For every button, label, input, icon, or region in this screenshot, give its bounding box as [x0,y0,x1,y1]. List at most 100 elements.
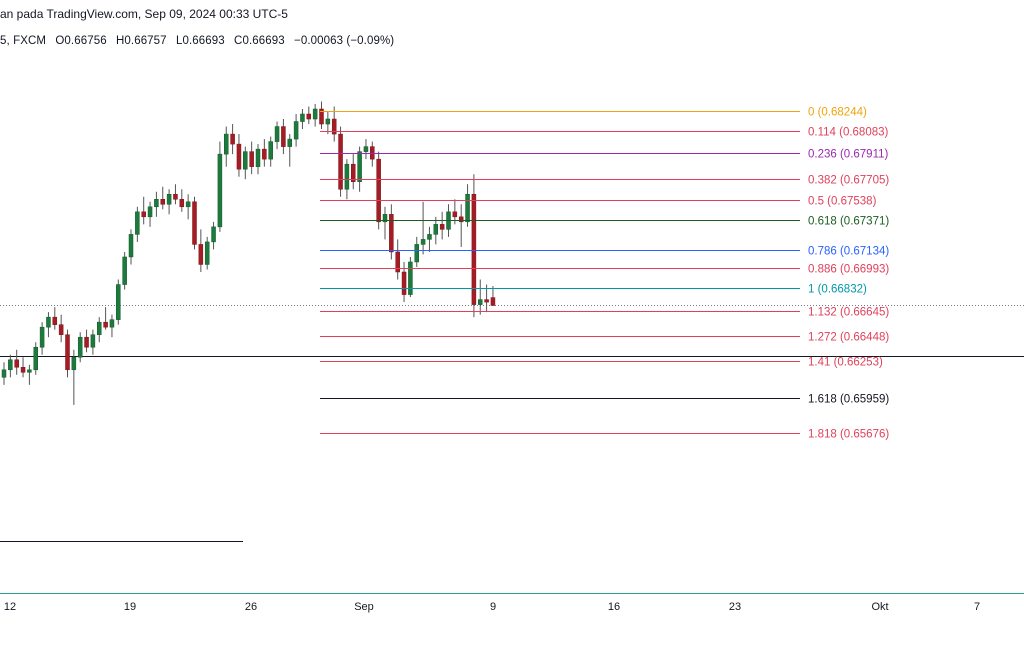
candle [458,204,464,247]
candle [484,284,489,313]
fib-level-0-886: 0.886 (0.66993) [320,264,889,276]
candle [135,206,140,242]
horizontal-lines-layer [0,305,1024,542]
candle [287,134,292,167]
fib-level-0: 0 (0.68244) [320,107,867,119]
fib-label: 0.886 (0.66993) [808,264,889,276]
candle [116,279,121,325]
candle [465,184,470,227]
candle [14,349,19,375]
candle [154,191,159,217]
fib-level-1-132: 1.132 (0.66645) [320,307,889,319]
change-value: −0.00063 (−0.09%) [294,35,395,47]
candle [166,189,172,215]
x-tick-label: 9 [490,601,496,613]
candle [401,261,407,303]
candle [20,357,26,378]
candle [249,141,254,175]
x-tick-label: 7 [974,601,980,613]
fib-label: 1.272 (0.66448) [808,332,889,344]
candle [141,196,146,225]
candle [185,194,191,220]
fib-label: 0.382 (0.67705) [808,175,889,187]
candle [46,312,51,338]
fib-label: 1.618 (0.65959) [808,394,889,406]
candle [262,139,267,167]
close-value: C0.66693 [234,35,285,47]
candle [389,204,394,260]
candle [382,206,388,240]
fib-label: 1.818 (0.65676) [808,429,889,441]
candle [211,221,216,250]
candle [1,362,7,385]
candle [77,332,83,363]
fib-level-1-818: 1.818 (0.65676) [320,429,889,441]
time-axis: 12 19 26 Sep 9 16 23 Okt 7 [0,593,1024,613]
candle [420,201,426,255]
fib-level-1-272: 1.272 (0.66448) [320,332,889,344]
candle [224,126,229,167]
candles-layer [1,101,496,405]
candle [179,189,185,212]
fib-level-1-41: 1.41 (0.66253) [320,357,883,369]
candle [471,174,477,318]
x-tick-label: 16 [608,601,620,613]
x-tick-label: 19 [124,601,136,613]
candle [192,196,197,250]
x-tick-label: Okt [871,601,888,613]
fib-label: 0.618 (0.67371) [808,216,889,228]
candle [103,307,108,330]
candle [363,139,369,160]
candle [109,314,115,338]
fib-level-0-114: 0.114 (0.68083) [320,127,889,139]
candle [281,119,286,155]
candle [52,307,58,330]
candle [122,251,127,290]
candle [255,144,261,175]
fib-label: 1.132 (0.66645) [808,307,889,319]
candle [236,134,242,177]
fib-retracement-layer: 0 (0.68244) 0.114 (0.68083) 0.236 (0.67911… [320,107,889,441]
candle [204,236,210,270]
candle [439,211,445,240]
fib-label: 0.236 (0.67911) [808,149,889,161]
ohlc-legend: 5, FXCM O0.66756 H0.66757 L0.66693 C0.66… [0,35,400,47]
x-tick-label: Sep [354,601,374,613]
fib-level-1: 1 (0.66832) [320,284,867,296]
fib-level-0-618: 0.618 (0.67371) [320,216,889,228]
fib-label: 0 (0.68244) [808,107,867,119]
symbol-label: 5, FXCM [0,35,47,47]
candle [319,101,324,130]
candle [39,322,45,355]
candle [312,103,318,127]
fib-level-0-786: 0.786 (0.67134) [320,246,889,258]
candle [351,154,356,190]
fib-level-0-382: 0.382 (0.67705) [320,175,889,187]
candle [8,354,13,378]
candle [408,256,413,298]
candle [357,146,362,192]
source-line: an pada TradingView.com, Sep 09, 2024 00… [0,7,288,21]
fib-label: 1 (0.66832) [808,284,867,296]
low-value: L0.66693 [175,35,225,47]
fib-label: 0.114 (0.68083) [808,127,889,139]
candle [173,184,178,205]
candle [65,329,70,378]
fib-label: 0.786 (0.67134) [808,246,889,258]
candle [274,121,280,150]
candle [230,124,235,155]
candle [128,229,134,265]
high-value: H0.66757 [116,35,167,47]
candle [217,141,223,232]
candle [338,126,343,197]
candle [370,141,375,167]
fib-level-0-236: 0.236 (0.67911) [320,149,889,161]
x-tick-label: 12 [4,601,16,613]
candle [490,286,496,306]
candle [33,342,38,375]
candle [58,314,64,343]
candle [331,106,337,142]
fib-label: 0.5 (0.67538) [808,196,877,208]
candle [414,236,419,267]
